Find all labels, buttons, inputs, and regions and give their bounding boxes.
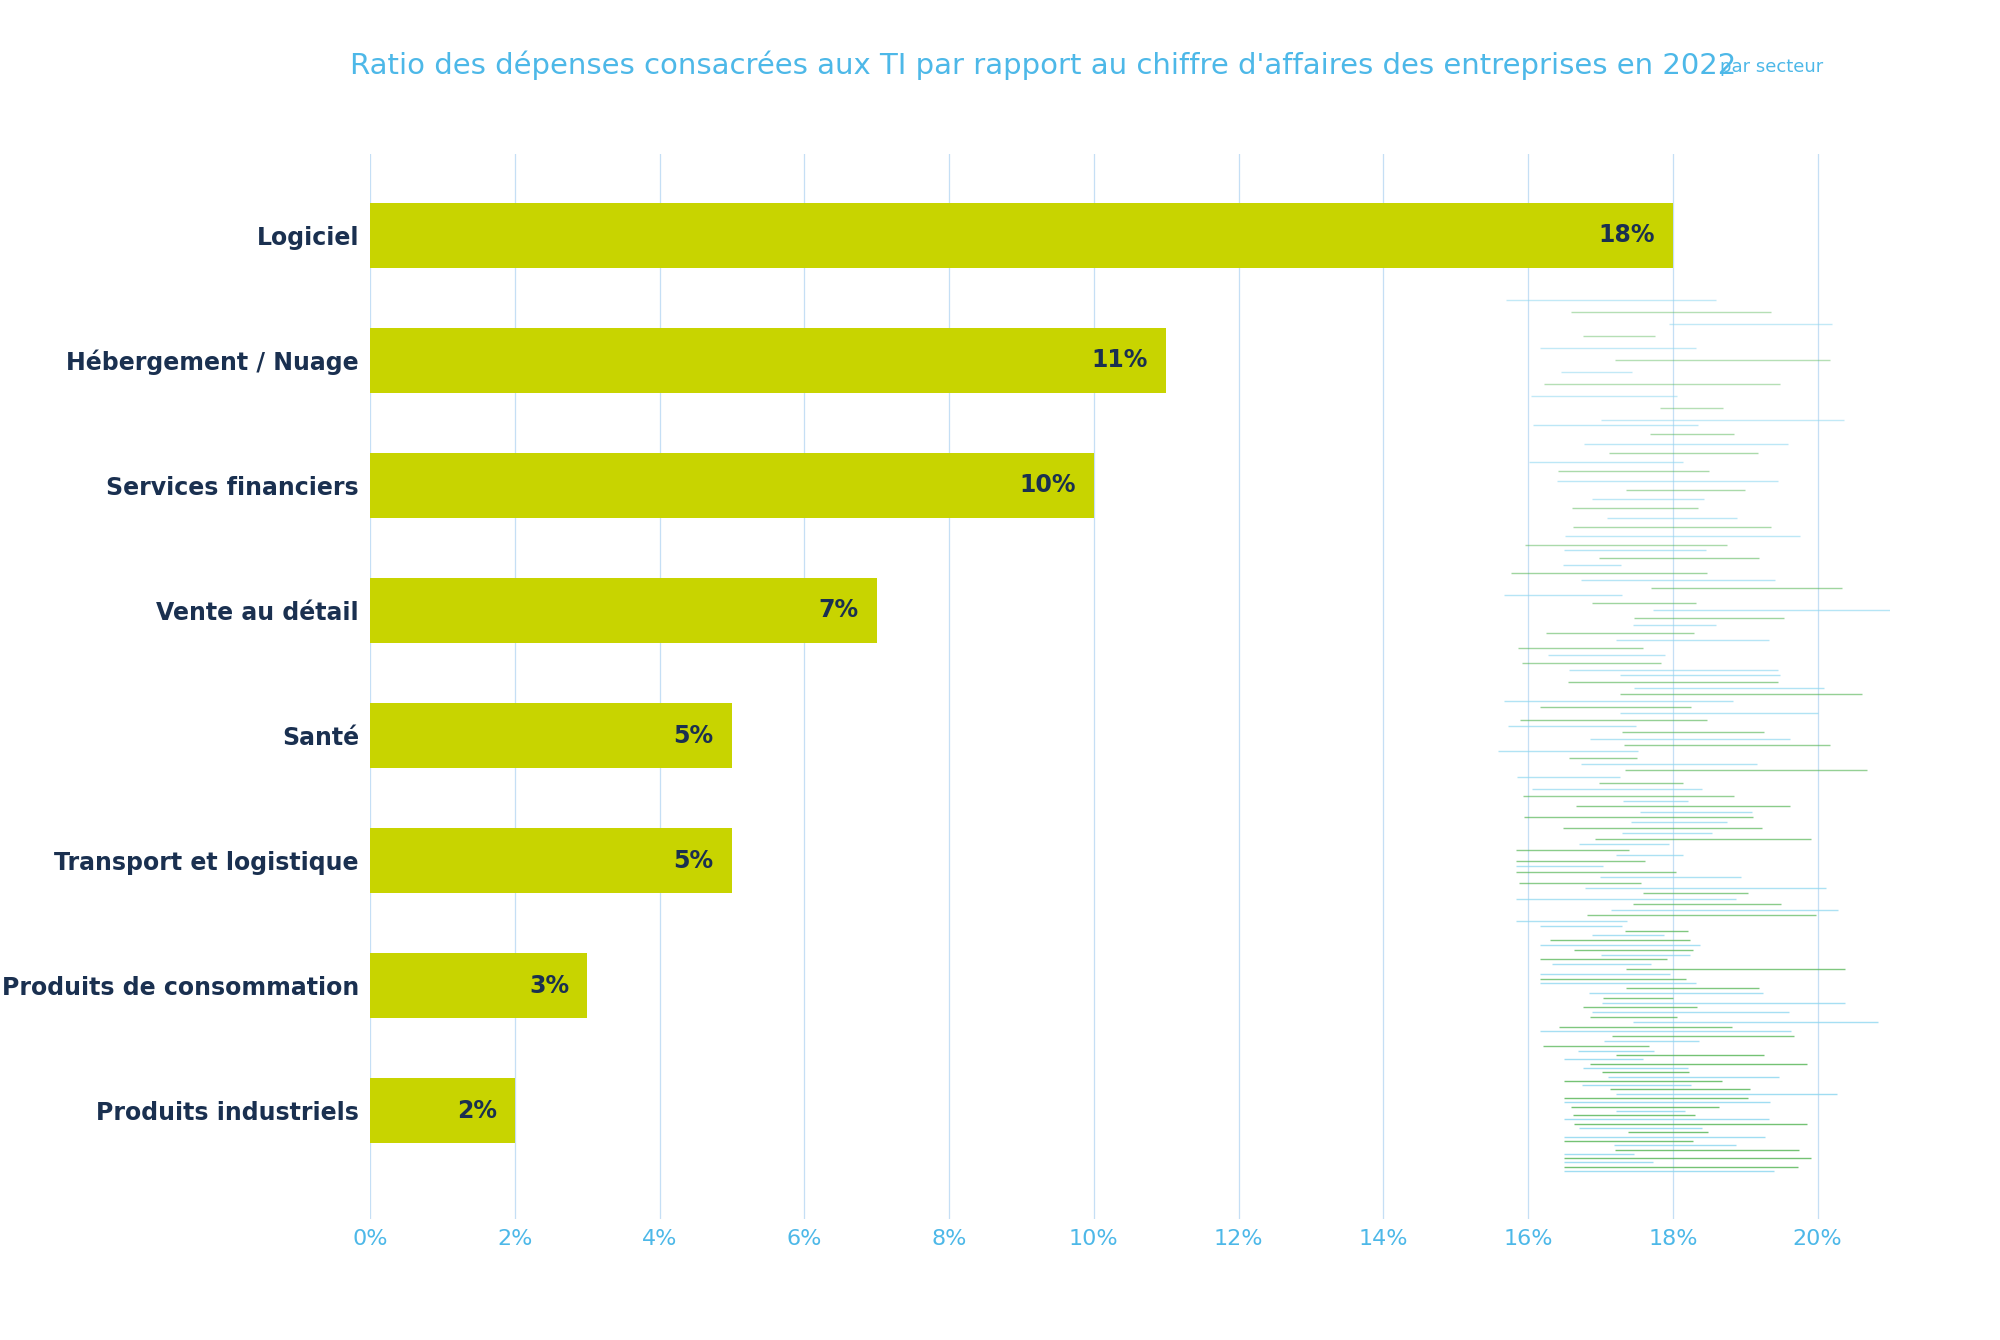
Text: 11%: 11% [1092,348,1148,373]
Text: Ratio des dépenses consacrées aux TI par rapport au chiffre d'affaires des entre: Ratio des dépenses consacrées aux TI par… [350,51,1736,80]
Text: 10%: 10% [1020,473,1076,497]
Bar [370,578,876,643]
Text: 5%: 5% [674,724,714,748]
Bar [370,328,1166,393]
Text: 7%: 7% [818,599,858,622]
Text: 5%: 5% [674,848,714,872]
Text: 18%: 18% [1598,222,1654,247]
Bar [370,1079,514,1143]
Bar [370,202,1672,268]
Bar [370,704,732,768]
Bar [370,828,732,894]
Bar [370,953,588,1018]
Text: 2%: 2% [456,1099,496,1123]
Text: 3%: 3% [528,974,570,998]
Text: par secteur: par secteur [1720,59,1824,76]
Bar [370,453,1094,517]
